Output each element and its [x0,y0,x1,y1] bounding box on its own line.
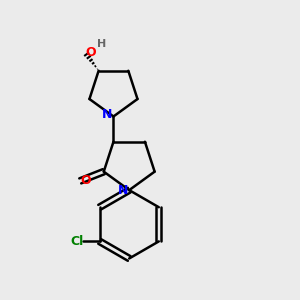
Text: N: N [102,109,112,122]
Text: N: N [118,184,128,196]
Text: Cl: Cl [71,235,84,248]
Text: H: H [97,39,106,49]
Text: O: O [85,46,96,59]
Text: O: O [80,174,91,188]
